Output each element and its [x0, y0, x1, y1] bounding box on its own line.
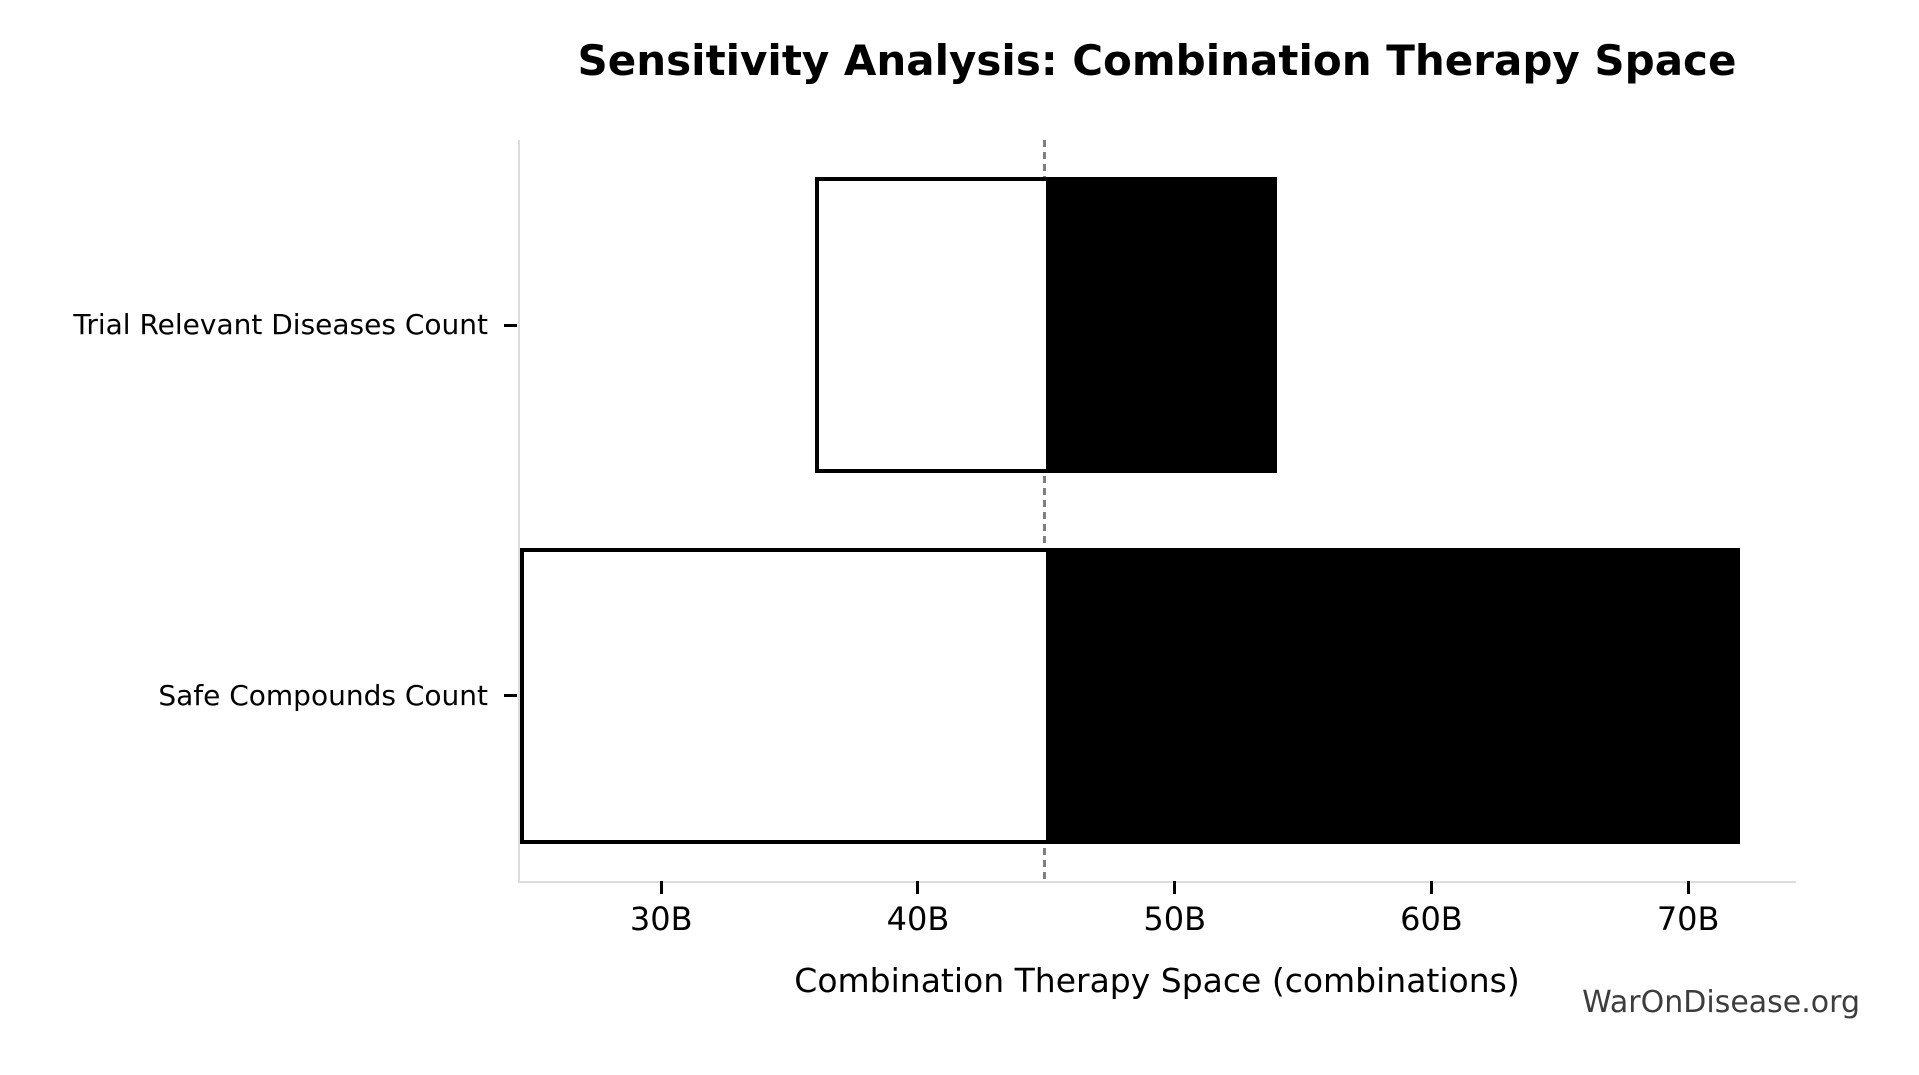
x-tick-label: 40B: [886, 900, 950, 938]
x-tick-label: 60B: [1400, 900, 1463, 938]
x-tick-mark: [1686, 881, 1690, 894]
x-tick-mark: [1429, 881, 1433, 894]
bar-segment-above-baseline: [1046, 177, 1278, 474]
baseline-dashed-line: [1043, 140, 1047, 881]
x-tick-mark: [916, 881, 920, 894]
y-tick-mark: [504, 323, 517, 327]
y-tick-label: Trial Relevant Diseases Count: [73, 308, 488, 342]
x-tick-label: 30B: [629, 900, 693, 938]
tornado-bar: [815, 177, 1278, 474]
y-tick-mark: [504, 694, 517, 698]
x-axis-title: Combination Therapy Space (combinations): [794, 961, 1520, 1000]
x-tick-mark: [1173, 881, 1177, 894]
x-tick-label: 70B: [1656, 900, 1720, 938]
y-tick-label: Safe Compounds Count: [158, 678, 488, 712]
chart-title: Sensitivity Analysis: Combination Therap…: [577, 36, 1737, 85]
x-tick-mark: [659, 881, 663, 894]
plot-area: [518, 140, 1796, 883]
watermark-text: WarOnDisease.org: [1582, 985, 1860, 1020]
tornado-bar: [520, 547, 1740, 844]
x-tick-label: 50B: [1143, 900, 1207, 938]
bar-segment-above-baseline: [1046, 547, 1740, 844]
